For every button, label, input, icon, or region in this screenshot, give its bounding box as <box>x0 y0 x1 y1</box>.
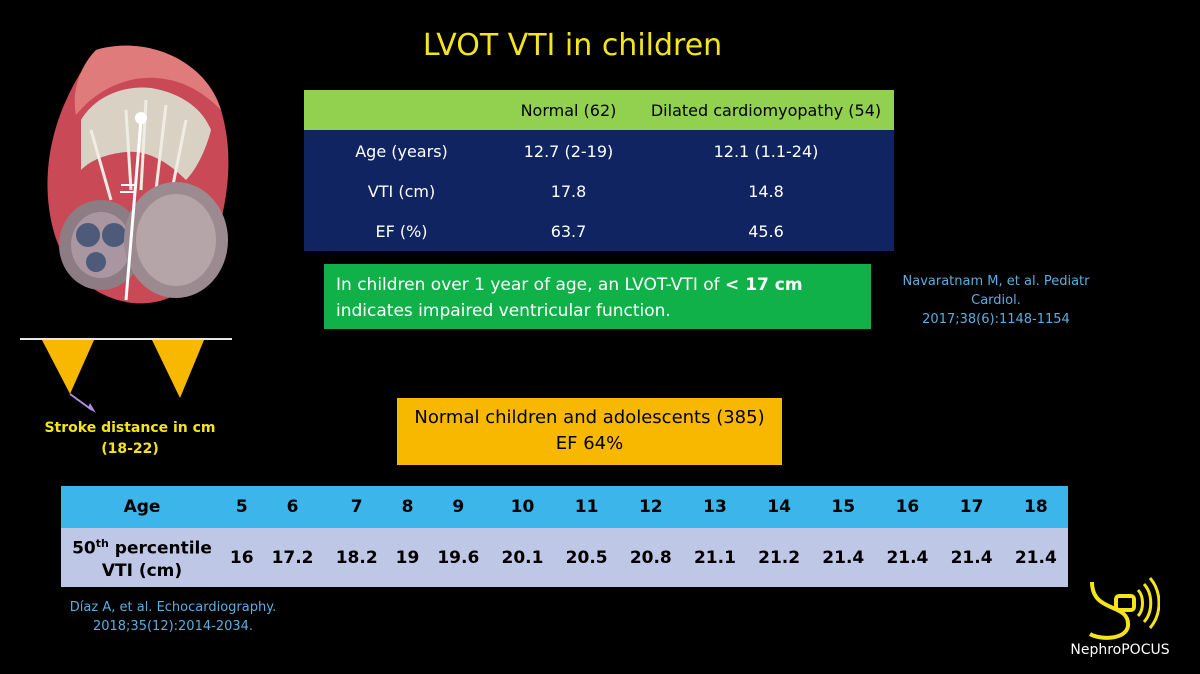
row-label-age: Age (years) <box>304 130 499 171</box>
vti-value-age-13: 21.1 <box>682 528 748 587</box>
comparison-table-header: Normal (62) Dilated cardiomyopathy (54) <box>304 90 894 130</box>
vti-value-age-17: 21.4 <box>939 528 1004 587</box>
age-cell-17: 17 <box>939 486 1004 528</box>
cell-value: 12.7 (2-19) <box>499 130 638 171</box>
age-header-row: Age 5 6 7 8 9 10 11 12 13 14 15 16 17 18 <box>61 486 1068 528</box>
age-cell-6: 6 <box>260 486 325 528</box>
ultrasound-probe-icon <box>1088 577 1160 640</box>
age-cell-12: 12 <box>618 486 683 528</box>
vti-value-age-7: 18.2 <box>324 528 389 587</box>
percentile-row-label: 50th percentile VTI (cm) <box>61 528 223 587</box>
header-normal: Normal (62) <box>499 90 638 130</box>
age-header: Age <box>61 486 223 528</box>
header-dcm: Dilated cardiomyopathy (54) <box>638 90 894 130</box>
normal-population-box: Normal children and adolescents (385) EF… <box>397 398 782 465</box>
vti-value-age-15: 21.4 <box>811 528 876 587</box>
vti-value-age-10: 20.1 <box>490 528 555 587</box>
vti-value-age-6: 17.2 <box>260 528 325 587</box>
age-cell-7: 7 <box>324 486 389 528</box>
cell-value: 12.1 (1.1-24) <box>638 130 894 171</box>
brand-name: NephroPOCUS <box>1070 642 1170 658</box>
age-cell-16: 16 <box>875 486 940 528</box>
reference-navaratnam: Navaratnam M, et al. Pediatr Cardiol. 20… <box>902 274 1090 327</box>
vti-value-age-14: 21.2 <box>747 528 812 587</box>
table-row: VTI (cm) 17.8 14.8 <box>304 171 894 211</box>
age-cell-11: 11 <box>554 486 619 528</box>
table-row: EF (%) 63.7 45.6 <box>304 211 894 251</box>
table-row: Age (years) 12.7 (2-19) 12.1 (1.1-24) <box>304 130 894 171</box>
vti-value-age-18: 21.4 <box>1003 528 1068 587</box>
stroke-distance-label: Stroke distance in cm (18-22) <box>44 420 216 457</box>
vti-value-age-5: 16 <box>223 528 261 587</box>
vti-value-age-9: 19.6 <box>426 528 491 587</box>
heart-cross-section-image <box>47 45 229 304</box>
age-cell-18: 18 <box>1003 486 1068 528</box>
note-text: In children over 1 year of age, an LVOT-… <box>336 275 726 295</box>
cell-value: 63.7 <box>499 211 638 251</box>
vti-value-age-8: 19 <box>388 528 427 587</box>
doppler-waveform <box>42 340 204 413</box>
age-cell-15: 15 <box>811 486 876 528</box>
vti-value-age-12: 20.8 <box>618 528 683 587</box>
vti-value-age-11: 20.5 <box>554 528 619 587</box>
page-title: LVOT VTI in children <box>422 28 723 63</box>
header-empty-cell <box>304 90 499 130</box>
cell-value: 14.8 <box>638 171 894 211</box>
doppler-baseline <box>20 338 232 340</box>
row-label-ef: EF (%) <box>304 211 499 251</box>
comparison-table: Normal (62) Dilated cardiomyopathy (54) … <box>304 90 894 251</box>
age-cell-9: 9 <box>426 486 491 528</box>
cell-value: 17.8 <box>499 171 638 211</box>
age-cell-8: 8 <box>388 486 427 528</box>
percentile-table: Age 5 6 7 8 9 10 11 12 13 14 15 16 17 18 50th percent… <box>61 486 1068 587</box>
threshold-note: In children over 1 year of age, an LVOT-… <box>324 264 871 329</box>
reference-diaz: Díaz A, et al. Echocardiography. 2018;35… <box>69 600 277 634</box>
age-cell-13: 13 <box>682 486 748 528</box>
vti-percentile-row: 50th percentile VTI (cm) 16 17.2 18.2 19 19.6… <box>61 528 1068 587</box>
vti-value-age-16: 21.4 <box>875 528 940 587</box>
row-label-vti: VTI (cm) <box>304 171 499 211</box>
cell-value: 45.6 <box>638 211 894 251</box>
age-cell-5: 5 <box>223 486 261 528</box>
age-cell-10: 10 <box>490 486 555 528</box>
age-cell-14: 14 <box>747 486 812 528</box>
note-highlight: < 17 cm <box>725 275 803 295</box>
note-text-end: indicates impaired ventricular function. <box>336 301 671 321</box>
